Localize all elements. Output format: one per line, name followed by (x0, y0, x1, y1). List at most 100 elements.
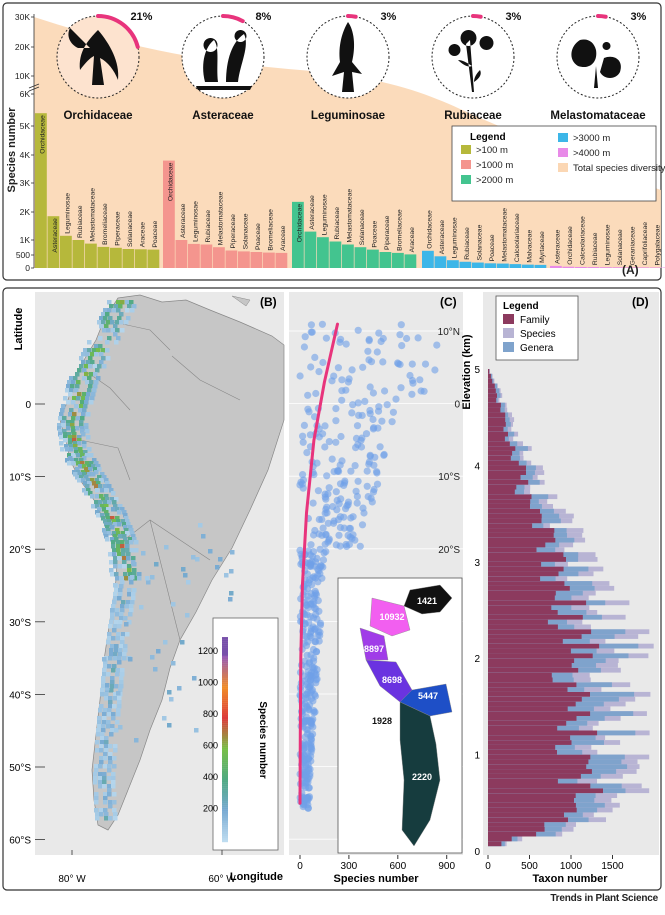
colorbar-segment (222, 774, 228, 776)
hist-bar-family (488, 533, 554, 538)
bar-label: Bromeliaceae (396, 209, 403, 251)
axis-b-tick-label: 50°S (9, 763, 31, 774)
scatter-point (309, 731, 316, 738)
hist-bar-family (488, 658, 574, 663)
bar-4-2 (575, 267, 587, 268)
heat-cell (117, 552, 122, 557)
scatter-point (301, 422, 308, 429)
scatter-point (364, 348, 371, 355)
heat-cell (105, 537, 110, 542)
panel-a-label: (A) (622, 263, 639, 277)
heat-cell (127, 568, 132, 573)
scatter-point (380, 452, 387, 459)
bar-label: Poaceae (371, 221, 378, 248)
scatter-point (303, 601, 310, 608)
hist-bar-family (488, 384, 495, 389)
scatter-point (364, 468, 371, 475)
heat-cell (150, 655, 155, 660)
hist-bar-family (488, 644, 599, 649)
legend-a-swatch (558, 163, 568, 172)
family-circle (557, 16, 639, 98)
hist-bar-family (488, 393, 497, 398)
scatter-point (343, 341, 350, 348)
heat-cell (88, 364, 93, 369)
heat-cell (89, 400, 94, 405)
inset-value: 2220 (412, 772, 432, 782)
heat-cell (111, 507, 116, 512)
axis-c-tick-label: 10°N (438, 327, 460, 338)
heat-cell (84, 372, 89, 377)
family-name: Orchidaceae (63, 110, 132, 122)
colorbar-segment (222, 660, 228, 662)
colorbar-segment (222, 811, 228, 813)
hist-bar-family (488, 682, 576, 687)
hist-bar-family (488, 403, 501, 408)
heat-cell (99, 704, 104, 709)
colorbar-segment (222, 717, 228, 719)
heat-cell (122, 556, 127, 561)
heat-cell (100, 732, 105, 737)
scatter-point (364, 483, 371, 490)
heat-cell (117, 556, 122, 561)
scatter-point (337, 433, 344, 440)
scatter-point (322, 541, 329, 548)
axis-d-xtick-label: 1500 (601, 861, 624, 872)
heat-cell (113, 564, 118, 569)
heat-cell (198, 523, 203, 528)
heat-cell (109, 304, 114, 309)
scatter-point (406, 372, 413, 379)
heat-cell (107, 336, 112, 341)
hist-bar-family (488, 417, 505, 422)
bar-label: Asteraceae (52, 218, 59, 253)
heat-cell (137, 572, 142, 577)
hist-bar-family (488, 755, 590, 760)
hist-bar-family (488, 509, 540, 514)
inset-value: 10932 (379, 612, 404, 622)
scatter-point (366, 458, 373, 465)
heat-cell (77, 392, 82, 397)
axis-d-xtick-label: 1000 (560, 861, 583, 872)
heat-cell (185, 613, 190, 618)
axis-a-tick-label: 4K (20, 150, 31, 160)
axis-c-xtick-label: 600 (389, 861, 406, 872)
scatter-point (342, 505, 349, 512)
hist-bar-family (488, 735, 570, 740)
heat-cell (96, 732, 101, 737)
heat-cell (167, 723, 172, 728)
heat-cell (113, 624, 118, 629)
heat-cell (110, 612, 115, 617)
heat-cell (183, 573, 188, 578)
scatter-point (348, 409, 355, 416)
heat-cell (96, 728, 101, 733)
bar-label: Solanaceae (476, 224, 483, 260)
heat-cell (114, 304, 119, 309)
heat-cell (81, 352, 86, 357)
legend-d-swatch (503, 314, 514, 324)
heat-cell (95, 816, 100, 821)
heat-cell (201, 534, 206, 539)
heat-cell (130, 600, 135, 605)
bar-label: Calceolariaceae (514, 213, 521, 262)
heat-cell (75, 426, 80, 431)
heat-cell (101, 728, 106, 733)
heat-cell (99, 316, 104, 321)
heat-cell (125, 604, 130, 609)
heat-cell (125, 632, 130, 637)
heat-cell (110, 616, 115, 621)
legend-a-title: Legend (470, 132, 506, 143)
heat-cell (112, 552, 117, 557)
heat-cell (120, 672, 125, 677)
colorbar-segment (222, 797, 228, 799)
heat-cell (66, 384, 71, 389)
colorbar-segment (222, 680, 228, 682)
heat-cell (117, 316, 122, 321)
heat-cell (117, 522, 122, 527)
heat-cell (86, 392, 91, 397)
hist-bar-family (488, 547, 537, 552)
hist-bar-family (488, 427, 504, 432)
heat-cell (107, 788, 112, 793)
scatter-point (358, 443, 365, 450)
heat-cell (65, 447, 70, 452)
heat-cell (119, 584, 124, 589)
heat-cell (108, 756, 113, 761)
